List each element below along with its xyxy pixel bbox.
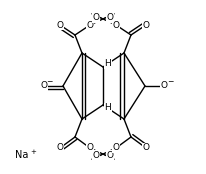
Text: +: + (30, 149, 36, 155)
Text: O: O (56, 21, 63, 30)
Text: O: O (112, 21, 119, 30)
Text: Na: Na (15, 150, 28, 160)
Text: O: O (87, 21, 94, 30)
Text: O: O (92, 151, 99, 160)
Text: −: − (46, 77, 52, 86)
Text: H: H (105, 60, 111, 69)
Text: O: O (41, 81, 48, 90)
Text: O: O (107, 151, 114, 160)
Text: O: O (160, 81, 167, 90)
Text: O: O (87, 144, 94, 152)
Text: O: O (112, 144, 119, 152)
Text: O: O (92, 14, 99, 22)
Text: O: O (56, 144, 63, 152)
Text: O: O (107, 14, 114, 22)
Text: −: − (167, 77, 173, 86)
Text: H: H (105, 104, 111, 113)
Text: O: O (143, 144, 150, 152)
Text: O: O (143, 21, 150, 30)
